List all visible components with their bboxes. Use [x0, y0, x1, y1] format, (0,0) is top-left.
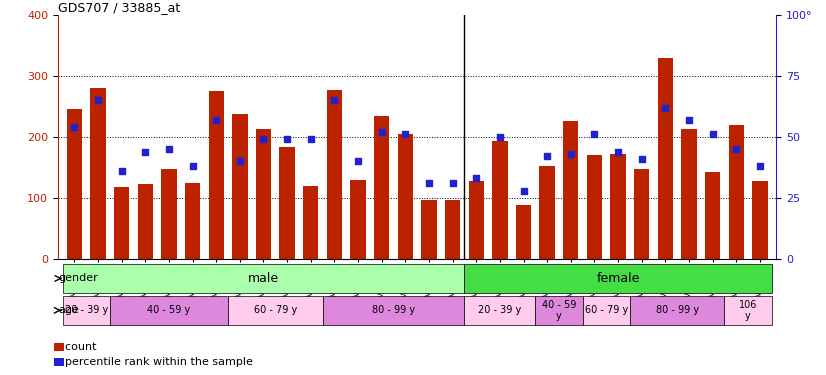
Bar [681, 129, 696, 259]
Text: 40 - 59
y: 40 - 59 y [542, 300, 577, 321]
Bar [563, 121, 578, 259]
Point [233, 158, 246, 164]
Point [163, 146, 176, 152]
Bar [586, 154, 602, 259]
Text: female: female [596, 272, 640, 285]
Point [351, 158, 364, 164]
Bar [515, 205, 531, 259]
Bar [535, 296, 582, 325]
Text: age: age [59, 305, 79, 315]
Point [635, 156, 648, 162]
Bar [657, 58, 673, 259]
Bar [468, 181, 484, 259]
Point [588, 132, 601, 138]
Bar [67, 110, 82, 259]
Bar [110, 296, 228, 325]
Point [564, 151, 577, 157]
Point [446, 180, 459, 186]
Text: 60 - 79 y: 60 - 79 y [254, 305, 297, 315]
Point [493, 134, 506, 140]
Bar [279, 147, 295, 259]
Text: 20 - 39 y: 20 - 39 y [478, 305, 521, 315]
Bar [582, 296, 630, 325]
Point [92, 98, 105, 104]
Bar [228, 296, 323, 325]
Text: 40 - 59 y: 40 - 59 y [147, 305, 191, 315]
Point [139, 148, 152, 154]
Point [328, 98, 341, 104]
Text: gender: gender [59, 273, 98, 284]
Text: male: male [248, 272, 279, 285]
Point [682, 117, 695, 123]
Text: 106
y: 106 y [739, 300, 757, 321]
Bar [138, 184, 153, 259]
Point [540, 153, 553, 159]
Bar [327, 90, 342, 259]
Bar [705, 172, 720, 259]
Bar [630, 296, 724, 325]
Point [115, 168, 128, 174]
Bar [303, 186, 319, 259]
Bar [185, 183, 200, 259]
Point [399, 132, 412, 138]
Point [68, 124, 81, 130]
Point [186, 163, 199, 169]
Point [729, 146, 743, 152]
Bar [232, 114, 248, 259]
Bar [610, 154, 626, 259]
Point [517, 188, 530, 194]
Bar [752, 181, 767, 259]
Bar [256, 129, 271, 259]
Text: 20 - 39 y: 20 - 39 y [64, 305, 108, 315]
Bar [421, 200, 437, 259]
Bar [397, 134, 413, 259]
Text: GDS707 / 33885_at: GDS707 / 33885_at [58, 1, 180, 14]
Bar [63, 264, 464, 293]
Bar [724, 296, 771, 325]
Point [422, 180, 435, 186]
Text: count: count [58, 342, 97, 352]
Point [257, 136, 270, 142]
Bar [350, 180, 366, 259]
Bar [374, 116, 389, 259]
Point [281, 136, 294, 142]
Text: 80 - 99 y: 80 - 99 y [656, 305, 699, 315]
Bar [492, 141, 507, 259]
Bar [464, 264, 771, 293]
Text: 60 - 79 y: 60 - 79 y [585, 305, 628, 315]
Point [470, 176, 483, 181]
Bar [161, 169, 177, 259]
Bar [634, 169, 649, 259]
Bar [323, 296, 464, 325]
Bar [464, 296, 535, 325]
Bar [729, 124, 744, 259]
Bar [63, 296, 110, 325]
Bar [208, 91, 224, 259]
Point [753, 163, 767, 169]
Bar [114, 187, 130, 259]
Point [611, 148, 624, 154]
Point [706, 132, 719, 138]
Text: percentile rank within the sample: percentile rank within the sample [58, 357, 253, 367]
Text: 80 - 99 y: 80 - 99 y [372, 305, 415, 315]
Bar [90, 88, 106, 259]
Bar [445, 200, 460, 259]
Point [658, 105, 672, 111]
Bar [539, 166, 555, 259]
Point [375, 129, 388, 135]
Point [210, 117, 223, 123]
Point [304, 136, 317, 142]
